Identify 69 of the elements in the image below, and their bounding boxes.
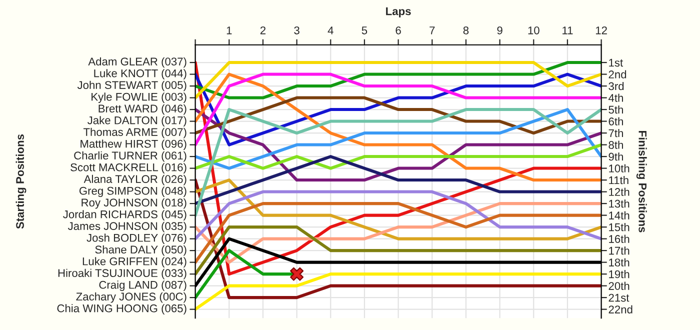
text: Josh BODLEY (076): [86, 234, 186, 244]
y-tick-label: 13th: [609, 200, 630, 208]
line-series: [195, 154, 602, 206]
text: Hiroaki TSUJINOUE (033): [58, 268, 186, 280]
y-tick-label: 20th: [608, 282, 630, 290]
text: Scott MACKRELL (016): [70, 163, 186, 174]
text: Roy JOHNSON (018): [82, 198, 186, 209]
y-tick-label: 8th: [608, 140, 623, 149]
text: Chia WING HOONG (065): [57, 304, 186, 314]
y-tick-label: 5th: [608, 105, 623, 114]
y-tick-label: 4th: [608, 94, 623, 102]
x-tick-label: 4: [328, 26, 334, 34]
x-tick-label: 12: [596, 26, 607, 34]
x-tick-label: 2: [260, 26, 266, 34]
x-tick-label: 1: [226, 26, 232, 34]
x-tick-label: 6: [396, 26, 401, 34]
y-tick-label: 19th: [609, 270, 630, 278]
line-series: [195, 72, 602, 182]
y-tick-label: 18th: [609, 258, 630, 266]
y-tick-label: 2nd: [608, 70, 626, 78]
y-tick-label: 11th: [609, 176, 628, 184]
y-tick-label: 22nd: [608, 305, 632, 314]
line-series: [195, 178, 602, 240]
line-series: [195, 96, 602, 135]
y-axis-title: Finishing Positions: [636, 131, 647, 232]
text: Jordan RICHARDS (045): [63, 210, 186, 220]
x-tick-label: 8: [463, 26, 469, 34]
y-tick-label: 12th: [609, 188, 630, 196]
line-series: [195, 108, 602, 217]
text: Brett WARD (046): [98, 104, 186, 115]
y-tick-label: 1st: [609, 58, 623, 67]
text: Greg SIMPSON (048): [79, 186, 186, 197]
y-tick-label: 3rd: [608, 82, 624, 90]
text: Charlie TURNER (061): [74, 151, 186, 162]
text: James JOHNSON (035): [68, 222, 186, 232]
text: Shane DALY (050): [95, 245, 186, 256]
text: Matthew HIRST (096): [80, 140, 186, 150]
x-tick-label: 11: [562, 26, 573, 34]
y-tick-label: 21st: [608, 294, 630, 302]
y-tick-label: 16th: [609, 234, 630, 243]
x-tick-label: 5: [362, 26, 368, 34]
y-tick-label: 6th: [608, 117, 623, 126]
text: John STEWART (005): [77, 80, 186, 92]
line-series: [195, 190, 602, 240]
text: Adam GLEAR (037): [88, 57, 186, 68]
y-tick-label: 7th: [608, 128, 623, 138]
text: Luke KNOTT (044): [94, 69, 186, 80]
text: Craig LAND (087): [99, 280, 186, 291]
y-tick-label: 15th: [609, 223, 630, 232]
line-series: [195, 202, 602, 264]
text: Kyle FOWLIE (003): [92, 92, 186, 103]
text: Alana TAYLOR (026): [84, 174, 186, 186]
y-tick-label: 10th: [609, 164, 630, 172]
x-tick-label: 10: [528, 26, 540, 34]
text: Luke GRIFFEN (024): [82, 257, 186, 268]
line-series: [195, 108, 602, 182]
x-tick-label: 3: [294, 26, 300, 34]
x-tick-label: 9: [497, 26, 502, 34]
line-series: [195, 60, 602, 100]
y-tick-label: 9th: [608, 152, 623, 161]
x-tick-label: 7: [430, 26, 435, 34]
text: Jake DALTON (017): [88, 116, 186, 126]
line-series: [195, 108, 602, 170]
x-axis-title: Laps: [386, 7, 411, 18]
text: Zachary JONES (00C): [76, 292, 186, 303]
text: Starting Positions: [16, 134, 26, 229]
y-tick-label: 17th: [609, 246, 630, 255]
text: Thomas ARME (007): [83, 128, 186, 138]
y-tick-label: 14th: [609, 211, 630, 220]
